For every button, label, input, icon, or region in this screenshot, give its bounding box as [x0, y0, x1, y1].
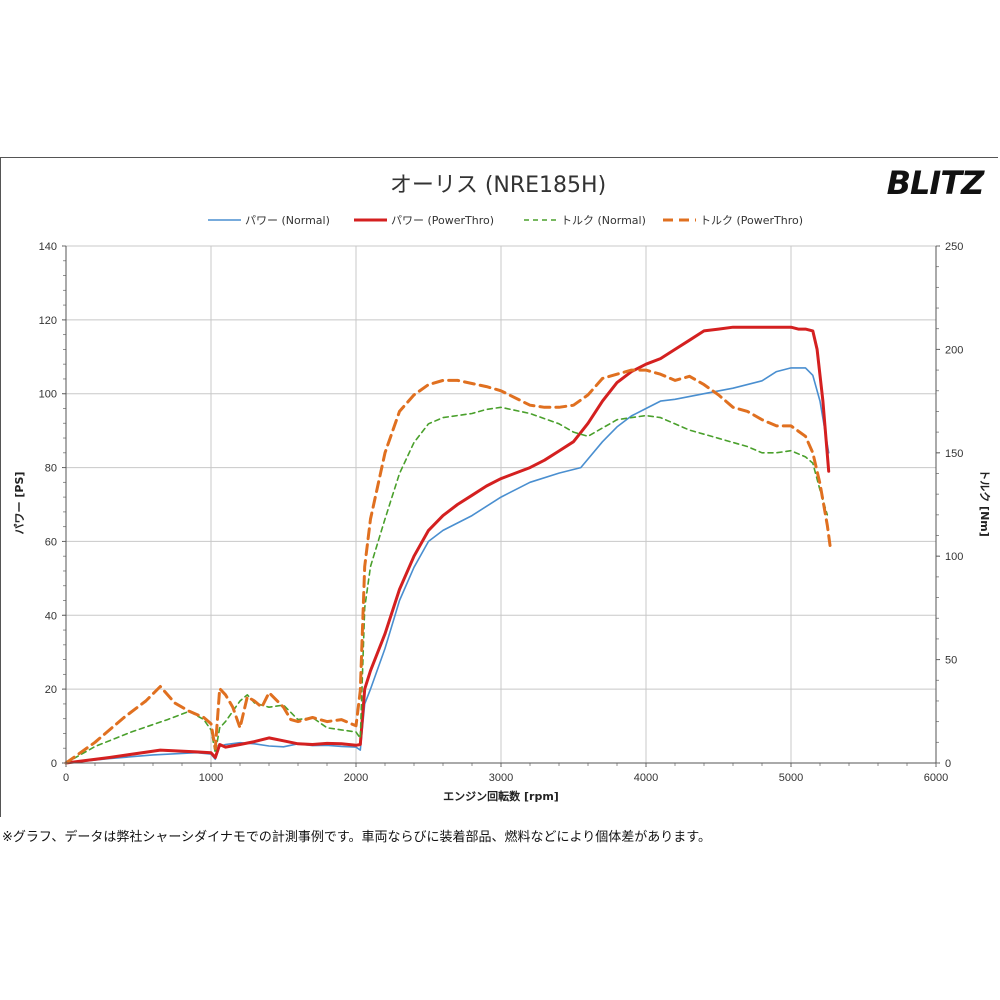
- series-line-2: [64, 325, 831, 765]
- dyno-chart: 0 1000 2000 3000 4000 5000 6000020406080100120…: [1, 158, 999, 818]
- footnote: ※グラフ、データは弊社シャーシダイナモでの計測事例です。車両ならびに装着部品、燃…: [2, 830, 711, 845]
- y-right-tick-label: 250: [945, 241, 963, 253]
- x-tick-label: 0: [63, 772, 69, 784]
- chart-title: オーリス (NRE185H): [390, 173, 606, 198]
- x-tick-label: 6000: [924, 772, 948, 784]
- y-left-tick-label: 0: [51, 758, 57, 770]
- chart-frame: 0 1000 2000 3000 4000 5000 6000 0 20 40 60 80 100 120…: [0, 157, 999, 818]
- x-tick-label: 1000: [199, 772, 223, 784]
- y-right-tick-label: 150: [945, 448, 963, 460]
- y-left-tick-label: 140: [39, 241, 57, 253]
- y-right-tick-label: 50: [945, 655, 957, 667]
- y-left-tick-label: 60: [45, 536, 57, 548]
- series-line-4: [64, 368, 832, 765]
- y-left-tick-label: 20: [45, 684, 57, 696]
- y-left-tick-label: 120: [39, 315, 57, 327]
- y-left-tick-label: 80: [45, 463, 57, 475]
- y-axis-left-title: パワー [PS]: [13, 472, 26, 535]
- y-axis-right-title: トルク [Nm]: [978, 469, 991, 537]
- y-left-tick-label: 40: [45, 610, 57, 622]
- y-left-tick-label: 100: [39, 389, 57, 401]
- axis-layer: 0 1000 2000 3000 4000 5000 6000020406080100120…: [39, 241, 964, 784]
- x-tick-label: 5000: [779, 772, 803, 784]
- chart-background: [1, 158, 999, 818]
- series-layer: [64, 325, 832, 765]
- x-tick-label: 3000: [489, 772, 513, 784]
- x-axis-title: エンジン回転数 [rpm]: [443, 789, 559, 803]
- legend: パワー (Normal) パワー (PowerThro) トルク (Normal) ト…: [208, 214, 803, 227]
- legend-label-2: パワー (PowerThro): [391, 214, 494, 227]
- x-tick-label: 4000: [634, 772, 658, 784]
- y-right-tick-label: 100: [945, 551, 963, 563]
- x-tick-label: 2000: [344, 772, 368, 784]
- legend-label-1: パワー (Normal): [245, 214, 330, 227]
- y-right-tick-label: 0: [945, 758, 951, 770]
- brand-logo: BLITZ: [887, 164, 986, 202]
- y-right-tick-label: 200: [945, 344, 963, 356]
- legend-label-4: トルク (PowerThro): [700, 214, 803, 227]
- grid-layer: [65, 245, 937, 764]
- legend-label-3: トルク (Normal): [561, 214, 646, 227]
